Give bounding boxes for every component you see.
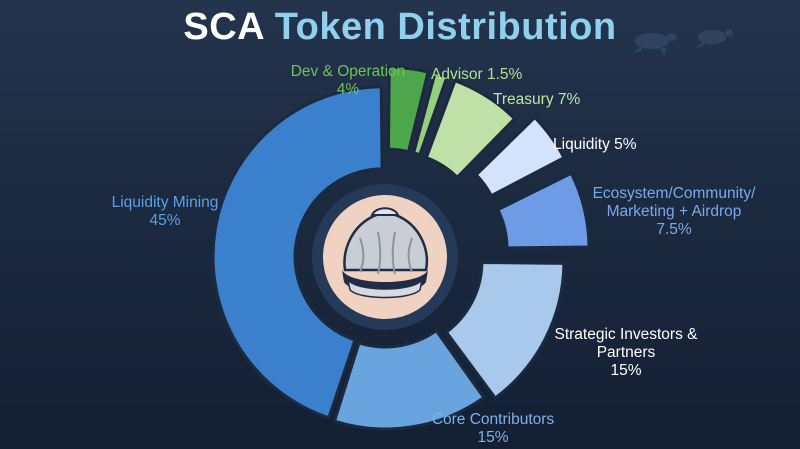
label-core-contributors: Core Contributors 15% (418, 411, 568, 447)
label-dev-operation: Dev & Operation 4% (278, 63, 418, 99)
label-core-name: Core Contributors (431, 411, 555, 428)
label-treasury-text: Treasury 7% (493, 91, 581, 108)
label-liquidity: Liquidity 5% (553, 136, 637, 154)
label-mining-value: 45% (149, 212, 181, 229)
label-advisor: Advisor 1.5% (431, 66, 522, 84)
slice-ecosystem-community-marketing-airdrop (495, 171, 591, 250)
label-core-value: 15% (477, 429, 509, 446)
label-treasury: Treasury 7% (493, 91, 580, 109)
slice-liquidity-mining (211, 85, 384, 420)
label-ecosystem-value: 7.5% (656, 221, 692, 238)
label-dev-value: 4% (336, 81, 360, 98)
slice-liquidity (474, 115, 566, 198)
label-ecosystem: Ecosystem/Community/ Marketing + Airdrop… (572, 185, 776, 239)
slice-core-contributors (332, 328, 486, 431)
chart-title: SCA Token Distribution (0, 6, 800, 49)
scallop-shell-logo-icon (342, 207, 429, 299)
slice-strategic-investors-partners (444, 260, 566, 401)
label-dev-name: Dev & Operation (290, 63, 406, 80)
label-ecosystem-line2: Marketing + Airdrop (606, 203, 742, 220)
label-strategic-value: 15% (610, 362, 642, 379)
slice-treasury (424, 78, 517, 180)
slice-group (211, 65, 591, 431)
label-liquidity-text: Liquidity 5% (553, 136, 637, 153)
label-ecosystem-line1: Ecosystem/Community/ (592, 185, 756, 202)
turtle-watermark-icon (632, 29, 733, 56)
label-strategic-line2: Partners (596, 344, 656, 361)
label-mining-name: Liquidity Mining (111, 194, 219, 211)
label-strategic-line1: Strategic Investors & (554, 326, 698, 343)
label-advisor-text: Advisor 1.5% (431, 66, 523, 83)
title-sca: SCA (183, 6, 264, 48)
label-strategic: Strategic Investors & Partners 15% (537, 326, 715, 380)
slice-dev-operation (386, 65, 430, 154)
title-token-distribution: Token Distribution (274, 6, 617, 48)
slice-advisor (411, 71, 449, 157)
label-liquidity-mining: Liquidity Mining 45% (95, 194, 235, 230)
